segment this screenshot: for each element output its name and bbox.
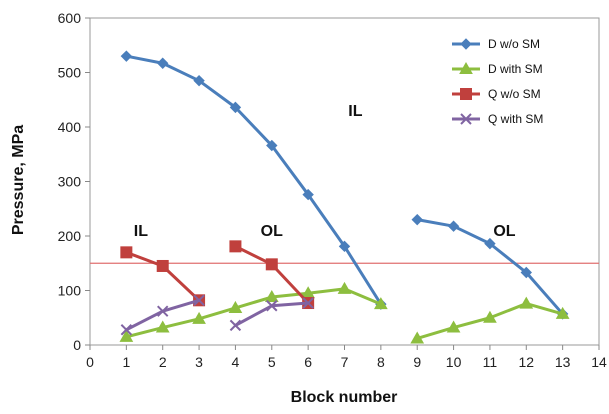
x-tick-label: 14 bbox=[591, 354, 607, 370]
data-point bbox=[193, 74, 205, 87]
legend-marker bbox=[460, 88, 472, 100]
data-point bbox=[193, 294, 205, 307]
data-point bbox=[519, 296, 534, 309]
series-line bbox=[124, 54, 383, 306]
legend-marker bbox=[460, 38, 472, 50]
y-tick-label: 0 bbox=[73, 337, 81, 353]
data-point bbox=[484, 237, 496, 250]
data-point bbox=[410, 331, 425, 344]
legend-marker bbox=[460, 113, 472, 125]
data-point bbox=[192, 311, 206, 324]
data-point bbox=[520, 266, 532, 279]
series-d-w-o-sm bbox=[120, 50, 569, 320]
legend-marker bbox=[459, 61, 473, 74]
x-tick-label: 10 bbox=[446, 354, 462, 370]
annotation-label: IL bbox=[348, 103, 362, 120]
data-point bbox=[555, 306, 570, 319]
series-line bbox=[124, 287, 383, 339]
x-tick-label: 1 bbox=[122, 354, 130, 370]
data-point bbox=[229, 240, 242, 253]
legend-label: Q w/o SM bbox=[488, 87, 541, 101]
series-layer bbox=[119, 50, 570, 344]
x-tick-label: 8 bbox=[377, 354, 385, 370]
legend-label: Q with SM bbox=[488, 112, 543, 126]
data-point bbox=[264, 290, 279, 303]
y-tick-label: 100 bbox=[58, 283, 82, 299]
data-point bbox=[411, 213, 423, 226]
data-point bbox=[157, 57, 169, 69]
data-point bbox=[266, 300, 278, 312]
x-tick-label: 6 bbox=[304, 354, 312, 370]
data-point bbox=[157, 305, 169, 317]
series-q-with-sm bbox=[120, 294, 314, 336]
y-tick-label: 200 bbox=[58, 228, 82, 244]
data-point bbox=[120, 246, 133, 259]
x-tick-label: 4 bbox=[232, 354, 240, 370]
series-line bbox=[124, 250, 201, 302]
x-tick-label: 9 bbox=[413, 354, 421, 370]
data-point bbox=[119, 329, 134, 342]
series-q-w-o-sm bbox=[120, 240, 315, 310]
data-point bbox=[302, 188, 314, 201]
data-point bbox=[483, 310, 497, 323]
data-point bbox=[229, 319, 242, 332]
x-tick-label: 3 bbox=[195, 354, 203, 370]
x-tick-label: 12 bbox=[518, 354, 534, 370]
data-point bbox=[120, 50, 133, 62]
data-point bbox=[338, 240, 351, 253]
legend-entry: Q w/o SM bbox=[452, 87, 541, 101]
data-point bbox=[302, 297, 314, 309]
data-point bbox=[337, 281, 352, 294]
annotation-label: OL bbox=[261, 223, 283, 240]
x-axis-title: Block number bbox=[291, 389, 398, 406]
data-point bbox=[155, 320, 170, 333]
x-tick-label: 13 bbox=[555, 354, 571, 370]
annotation-label: OL bbox=[493, 223, 515, 240]
legend: D w/o SM D with SM Q w/o SM Q with SM bbox=[452, 37, 543, 126]
data-point bbox=[156, 259, 169, 272]
legend-entry: Q with SM bbox=[452, 112, 543, 126]
data-point bbox=[373, 297, 388, 310]
data-point bbox=[265, 258, 278, 271]
data-point bbox=[447, 220, 460, 232]
data-point bbox=[228, 300, 243, 313]
x-tick-label: 7 bbox=[341, 354, 349, 370]
annotation-label: IL bbox=[134, 223, 148, 240]
y-axis-title: Pressure, MPa bbox=[10, 125, 27, 235]
legend-label: D w/o SM bbox=[488, 37, 540, 51]
series-line bbox=[415, 218, 565, 316]
y-tick-label: 300 bbox=[58, 174, 82, 190]
y-tick-label: 500 bbox=[58, 65, 82, 81]
x-tick-label: 2 bbox=[159, 354, 167, 370]
y-tick-label: 600 bbox=[58, 10, 82, 26]
data-point bbox=[266, 139, 278, 152]
y-tick-label: 400 bbox=[58, 119, 82, 135]
legend-label: D with SM bbox=[488, 62, 543, 76]
series-d-with-sm bbox=[119, 281, 570, 344]
x-tick-label: 5 bbox=[268, 354, 276, 370]
legend-entry: D w/o SM bbox=[452, 37, 540, 51]
data-point bbox=[446, 320, 461, 333]
data-point bbox=[120, 324, 133, 336]
data-point bbox=[229, 101, 242, 114]
legend-entry: D with SM bbox=[452, 61, 543, 76]
x-tick-label: 0 bbox=[86, 354, 94, 370]
x-tick-label: 11 bbox=[483, 354, 498, 370]
annotations: IL IL OL OL bbox=[134, 103, 516, 240]
